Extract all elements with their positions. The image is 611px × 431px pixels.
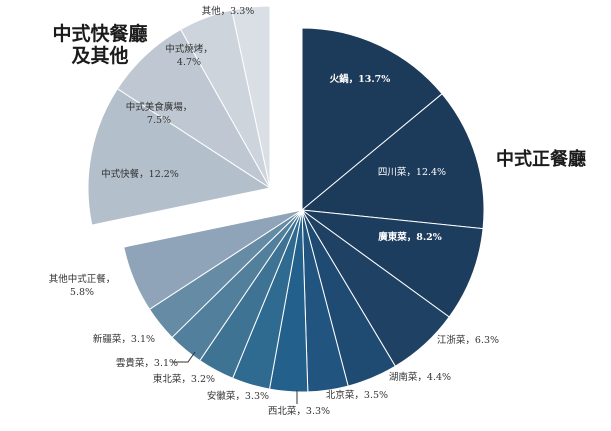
slice-label-2: 廣東菜，8.2%	[377, 231, 442, 243]
slice-label-3: 江浙菜，6.3%	[437, 334, 499, 346]
slice-label-9: 雲貴菜，3.1%	[116, 357, 178, 369]
slice-label-6: 西北菜，3.3%	[268, 405, 330, 417]
pie-slice-0	[301, 27, 443, 212]
pie-slice-1	[300, 93, 485, 230]
slice-label-12: 中式快餐，12.2%	[101, 168, 179, 180]
right-group-title: 中式正餐廳	[496, 149, 586, 170]
slice-label-7: 安徽菜，3.3%	[207, 390, 269, 402]
left-group-title-line2: 及其他	[71, 44, 129, 67]
pie-slice-2	[300, 209, 484, 318]
slice-label-14: 中式燒烤， 4.7%	[165, 43, 213, 68]
pie-slice-11	[123, 209, 303, 310]
slice-label-8: 東北菜，3.2%	[153, 373, 215, 385]
left-group-title: 中式快餐廳 及其他	[52, 23, 148, 68]
slice-label-11: 其他中式正餐， 5.8%	[49, 273, 116, 298]
slice-label-15: 其他，3.3%	[202, 5, 255, 17]
slice-label-13: 中式美食廣場， 7.5%	[126, 101, 193, 126]
slice-label-1: 四川菜，12.4%	[378, 166, 446, 178]
slice-label-10: 新疆菜，3.1%	[93, 333, 155, 345]
slice-label-4: 湖南菜，4.4%	[389, 371, 451, 383]
pie-slice-15	[231, 5, 271, 189]
slice-label-0: 火鍋，13.7%	[330, 73, 391, 85]
left-group-title-line1: 中式快餐廳	[52, 23, 148, 45]
leader-line-yungui	[172, 351, 196, 363]
pie-slice-12	[87, 88, 272, 226]
slice-label-5: 北京菜，3.5%	[326, 389, 388, 401]
